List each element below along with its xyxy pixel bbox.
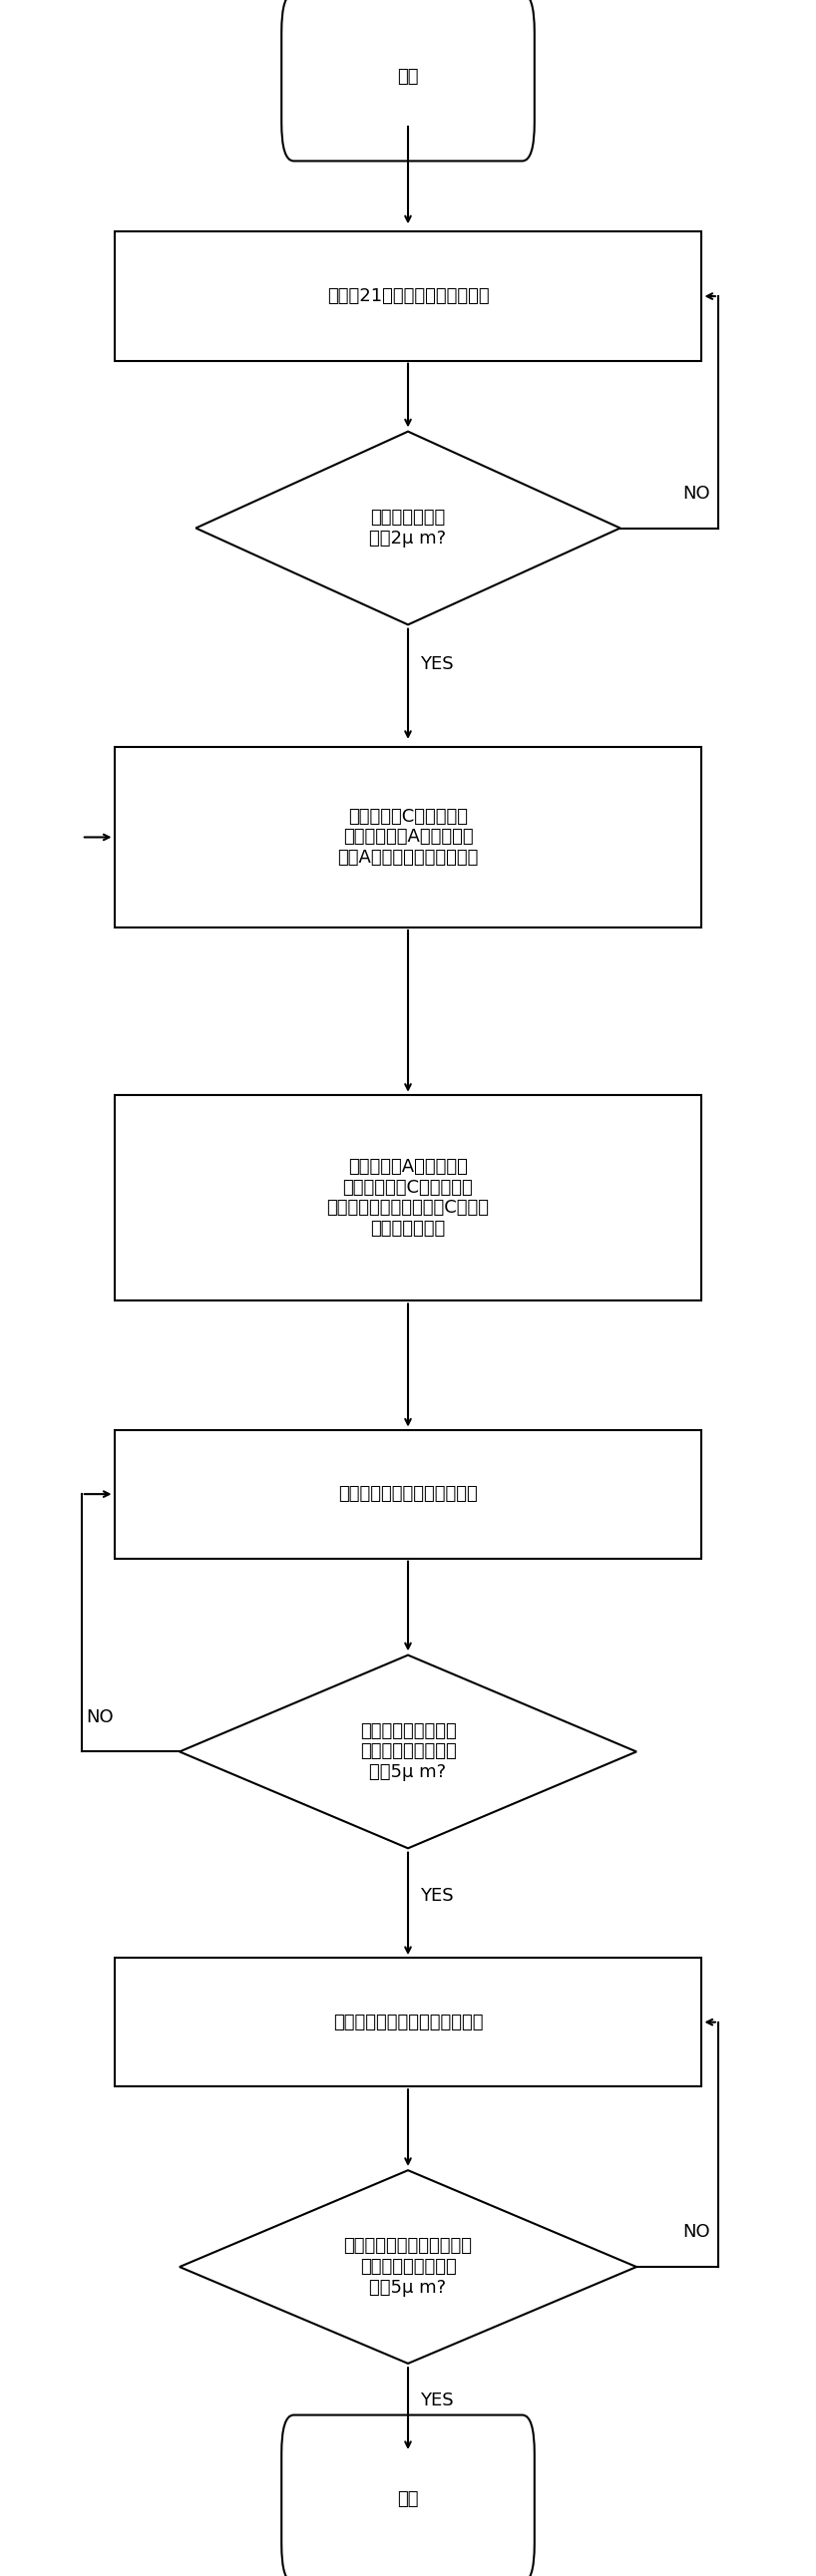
Text: 安装白光传感器并标定安装位置: 安装白光传感器并标定安装位置 [333,2014,483,2030]
Polygon shape [196,433,620,623]
Polygon shape [180,2169,636,2365]
Text: YES: YES [420,2393,454,2409]
Text: 探针安装在C轴转台上，
标准球安装在A轴转台上，
检测A轴回转中心线几何误差: 探针安装在C轴转台上， 标准球安装在A轴转台上， 检测A轴回转中心线几何误差 [338,806,478,868]
Text: NO: NO [682,484,710,502]
Text: YES: YES [420,1888,454,1904]
Text: 补偿后测量精度
小于2μ m?: 补偿后测量精度 小于2μ m? [370,507,446,549]
Text: NO: NO [682,2223,710,2241]
FancyBboxPatch shape [282,2416,534,2576]
FancyBboxPatch shape [114,1095,702,1301]
Text: 结束: 结束 [397,2491,419,2506]
Text: 探针安装在A轴转台上，
标准球安装在C轴转台上，
标定探针安装位置再检测C轴回转
中心线几何误差: 探针安装在A轴转台上， 标准球安装在C轴转台上， 标定探针安装位置再检测C轴回转… [326,1157,490,1239]
Text: 建立回转中心线误差补偿模型: 建立回转中心线误差补偿模型 [339,1486,477,1502]
FancyBboxPatch shape [114,1430,702,1558]
Text: 开始: 开始 [397,70,419,85]
FancyBboxPatch shape [114,747,702,927]
Text: 测量机接触式测量，
检验标准球测量精度
小于5μ m?: 测量机接触式测量， 检验标准球测量精度 小于5μ m? [360,1721,456,1783]
Text: YES: YES [420,657,454,672]
Text: 白光传感器非接触式测量，
检验标准球测量精度
小于5μ m?: 白光传感器非接触式测量， 检验标准球测量精度 小于5μ m? [344,2236,472,2298]
Text: 直线轴21项几何误差测量和补偿: 直线轴21项几何误差测量和补偿 [327,289,489,304]
FancyBboxPatch shape [114,232,702,361]
FancyBboxPatch shape [114,1958,702,2087]
FancyBboxPatch shape [282,0,534,160]
Polygon shape [180,1656,636,1850]
Text: NO: NO [86,1708,113,1726]
